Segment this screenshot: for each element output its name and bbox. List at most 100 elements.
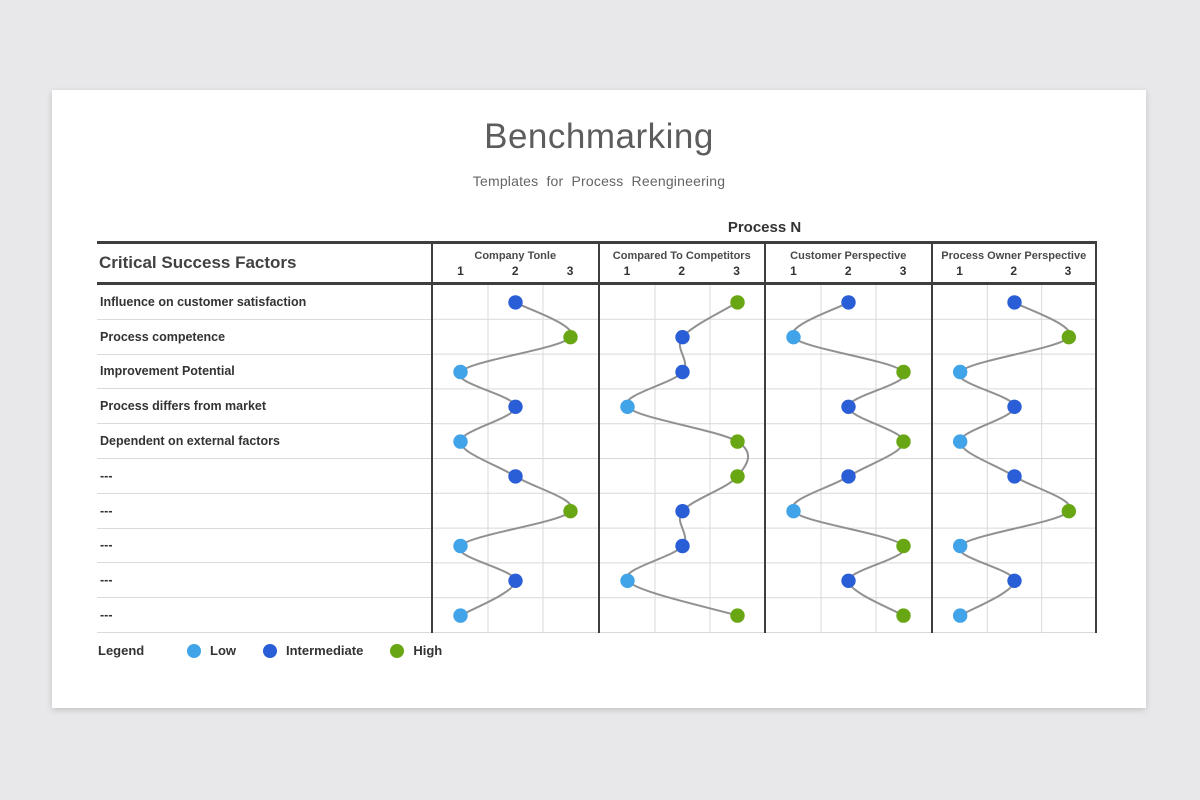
chart-dot-high <box>563 330 578 345</box>
tick-label: 1 <box>956 263 963 278</box>
chart-dot-intermediate <box>1006 295 1022 310</box>
chart-dot-low <box>453 538 468 554</box>
panel-title: Process Owner Perspective <box>941 249 1087 262</box>
legend-title: Legend <box>98 643 145 658</box>
chart-dot-intermediate <box>508 399 523 414</box>
row-label: Dependent on external factors <box>97 424 431 459</box>
row-label: Process differs from market <box>97 389 431 425</box>
panel-header-company-tonle: Company Tonle 1 2 3 <box>431 244 598 282</box>
chart-dot-high <box>896 434 911 449</box>
scale-ticks: 1 2 3 <box>766 264 931 278</box>
chart-dot-high <box>1061 504 1076 519</box>
tick-label: 1 <box>623 263 631 278</box>
panel-chart-svg <box>599 285 764 633</box>
chart-dot-intermediate <box>508 295 523 310</box>
legend-item-high: High <box>390 643 442 658</box>
chart-dot-intermediate <box>1006 573 1022 588</box>
tick-label: 3 <box>899 263 907 278</box>
legend-item-label: Intermediate <box>286 643 364 658</box>
table-header-row: Critical Success Factors Company Tonle 1 2… <box>97 241 1097 285</box>
row-label: --- <box>97 459 431 494</box>
tick-label: 1 <box>457 263 464 278</box>
process-group-header: Process N <box>727 219 802 236</box>
chart-dot-low <box>952 608 967 623</box>
panel-title: Customer Perspective <box>790 249 907 262</box>
chart-dot-intermediate <box>841 573 856 588</box>
chart-dot-intermediate <box>841 399 856 414</box>
legend-item-label: Low <box>210 643 236 658</box>
panel-chart-customer-perspective <box>764 285 931 633</box>
panel-header-customer-perspective: Customer Perspective 1 2 3 <box>764 244 931 282</box>
panel-chart-process-owner-perspective <box>930 285 1097 633</box>
chart-dot-intermediate <box>674 538 690 554</box>
legend-item-intermediate: Intermediate <box>263 643 363 658</box>
chart-curve <box>458 301 573 617</box>
scale-ticks: 1 2 3 <box>600 264 765 278</box>
panel-chart-compared-to-competitors <box>597 285 764 633</box>
chart-dot-intermediate <box>508 469 523 484</box>
chart-curve <box>625 301 749 617</box>
chart-dot-low <box>453 364 468 380</box>
tick-label: 2 <box>844 263 852 278</box>
chart-dot-intermediate <box>674 504 690 519</box>
chart-curve <box>791 301 906 617</box>
chart-dot-high <box>896 364 911 380</box>
chart-dot-low <box>952 434 967 449</box>
legend-dot-intermediate-icon <box>263 643 277 658</box>
chart-dot-high <box>729 434 745 449</box>
legend-item-low: Low <box>187 643 236 658</box>
chart-dot-intermediate <box>674 330 690 345</box>
row-label: --- <box>97 598 431 633</box>
row-label: Influence on customer satisfaction <box>97 285 431 320</box>
chart-dot-intermediate <box>1006 469 1022 484</box>
row-label: --- <box>97 494 431 529</box>
chart-dot-low <box>453 434 468 449</box>
tick-label: 1 <box>790 263 797 278</box>
slide-title: Benchmarking <box>484 117 714 156</box>
tick-label: 2 <box>511 263 519 278</box>
panel-chart-svg <box>433 285 598 633</box>
panel-title: Compared To Competitors <box>612 249 751 262</box>
chart-dot-high <box>729 608 745 623</box>
slide-subtitle: Templates for Process Reengineering <box>472 173 726 189</box>
panel-chart-svg <box>932 285 1096 633</box>
scale-ticks: 1 2 3 <box>933 264 1096 278</box>
row-label: --- <box>97 529 431 564</box>
chart-dot-intermediate <box>674 364 690 380</box>
legend: Legend Low Intermediate High <box>97 643 1097 658</box>
critical-success-factors-header: Critical Success Factors <box>99 253 297 272</box>
row-label: --- <box>97 563 431 599</box>
chart-dot-high <box>729 469 745 484</box>
chart-dot-low <box>619 573 635 588</box>
legend-dot-high-icon <box>390 643 405 658</box>
row-label: Process competence <box>97 320 431 355</box>
chart-dot-low <box>952 364 967 380</box>
chart-dot-high <box>896 538 911 554</box>
chart-curve <box>957 301 1071 617</box>
chart-dot-intermediate <box>841 469 856 484</box>
tick-label: 2 <box>678 263 686 278</box>
legend-item-label: High <box>413 643 443 658</box>
chart-dot-intermediate <box>1006 399 1022 414</box>
tick-label: 2 <box>1010 263 1018 278</box>
tick-label: 3 <box>566 263 574 278</box>
chart-dot-high <box>729 295 745 310</box>
row-label: Improvement Potential <box>97 355 431 390</box>
chart-dot-low <box>453 608 468 623</box>
chart-dot-low <box>619 399 635 414</box>
benchmark-table: Critical Success Factors Company Tonle 1 2… <box>97 241 1097 658</box>
panel-header-compared-to-competitors: Compared To Competitors 1 2 3 <box>597 244 765 282</box>
panel-header-process-owner-perspective: Process Owner Perspective 1 2 3 <box>930 244 1097 282</box>
row-labels-column: Influence on customer satisfaction Proces… <box>97 285 431 633</box>
scale-ticks: 1 2 3 <box>433 264 598 278</box>
chart-dot-low <box>786 330 801 345</box>
tick-label: 3 <box>1064 263 1072 278</box>
panel-title: Company Tonle <box>474 249 557 262</box>
chart-dot-low <box>786 504 801 519</box>
chart-dot-intermediate <box>508 573 523 588</box>
chart-dot-high <box>563 504 578 519</box>
chart-dot-high <box>896 608 911 623</box>
slide-canvas: Benchmarking Templates for Process Reeng… <box>52 90 1146 708</box>
legend-dot-low-icon <box>187 643 201 658</box>
